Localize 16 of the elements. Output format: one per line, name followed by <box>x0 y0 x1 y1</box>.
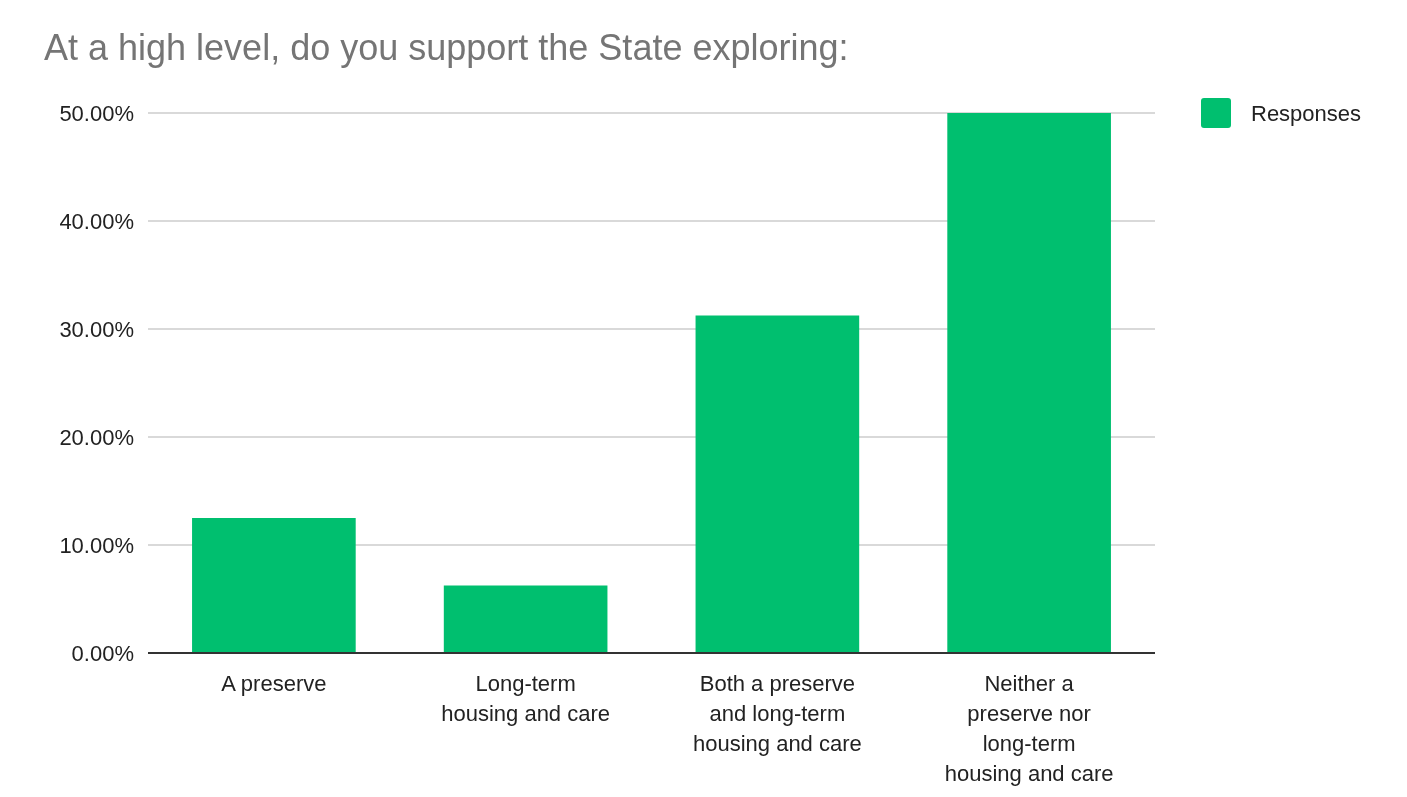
x-tick-label: A preserve <box>221 671 327 696</box>
x-tick-label: Both a preserve and long-term housing and care <box>692 671 862 756</box>
y-tick-label: 0.00% <box>71 640 134 666</box>
bar <box>947 113 1111 653</box>
y-tick-label: 30.00% <box>59 316 134 342</box>
bar <box>443 585 608 653</box>
y-tick-label: 10.00% <box>59 532 134 558</box>
bar <box>695 315 860 653</box>
legend-label: Responses <box>1251 100 1362 126</box>
x-tick-label: Long-term housing and care <box>441 671 611 726</box>
bar <box>192 518 356 653</box>
chart-title: At a high level, do you support the State exploring: <box>44 27 849 68</box>
y-tick-label: 40.00% <box>59 208 134 234</box>
y-tick-label: 20.00% <box>59 424 134 450</box>
x-tick-label: Neither a preserve nor long-term housing and care <box>944 671 1114 786</box>
y-tick-label: 50.00% <box>59 100 134 126</box>
